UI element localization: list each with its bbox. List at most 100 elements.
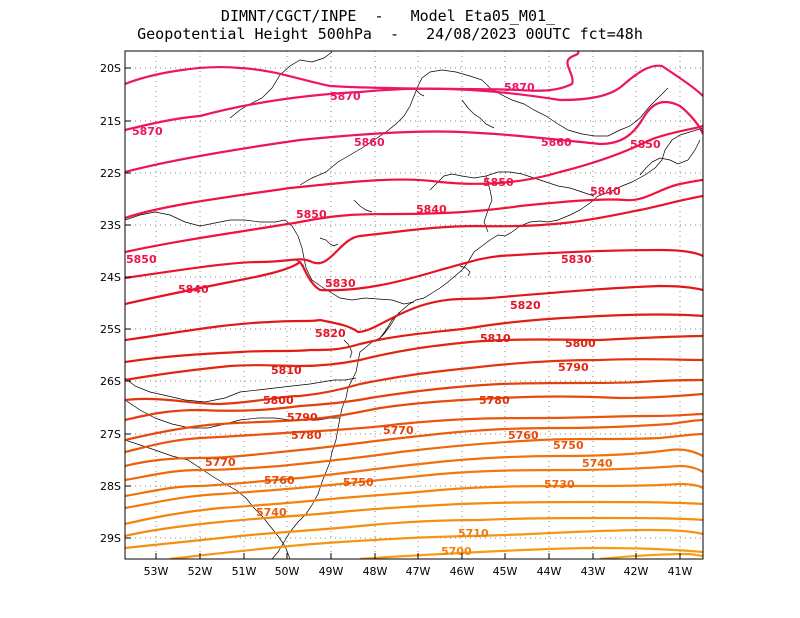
- axis-ticks: [125, 67, 681, 559]
- contour-label: 5810: [271, 364, 302, 377]
- contour-label: 5760: [264, 474, 295, 487]
- contour-label: 5860: [541, 136, 572, 149]
- lat-label: 26S: [100, 375, 121, 388]
- contour-label: 5800: [263, 394, 294, 407]
- lat-label: 21S: [100, 115, 121, 128]
- coastline: [271, 127, 703, 559]
- lat-label: 23S: [100, 219, 121, 232]
- contour-5820: [125, 248, 703, 306]
- lon-label: 41W: [668, 565, 693, 578]
- contour-5660: [359, 546, 703, 559]
- contour-label: 5850: [296, 208, 327, 221]
- contour-5720: [125, 448, 703, 498]
- lon-label: 49W: [319, 565, 344, 578]
- contour-label: 5760: [508, 429, 539, 442]
- contour-5860: [125, 100, 703, 174]
- contour-label: 5840: [416, 203, 447, 216]
- lagoon: [343, 339, 353, 359]
- lon-label: 42W: [624, 565, 649, 578]
- lon-label: 52W: [188, 565, 213, 578]
- contour-label: 5740: [256, 506, 287, 519]
- lon-label: 47W: [406, 565, 431, 578]
- contour-label: 5830: [561, 253, 592, 266]
- contour-label: 5860: [354, 136, 385, 149]
- contour-5740: [125, 418, 703, 468]
- contour-label: 5850: [630, 138, 661, 151]
- contour-5700: [125, 482, 703, 526]
- lon-label: 53W: [144, 565, 169, 578]
- contour-labels: 5870 5870 5870 5860 5860 5850 5850 5850 …: [126, 81, 661, 558]
- river: [319, 237, 339, 247]
- contour-label: 5800: [565, 337, 596, 350]
- map-frame: [124, 50, 704, 560]
- state-border: [299, 69, 669, 186]
- latitude-labels: 20S 21S 22S 23S 24S 25S 26S 27S 28S 29S: [100, 62, 121, 545]
- contour-label: 5750: [553, 439, 584, 452]
- contour-label: 5700: [441, 545, 472, 558]
- state-border: [125, 439, 291, 559]
- state-border: [639, 139, 701, 176]
- contour-label: 5820: [510, 299, 541, 312]
- contour-5790: [125, 334, 703, 382]
- river: [461, 99, 495, 129]
- state-border: [125, 211, 415, 305]
- contour-label: 5850: [483, 176, 514, 189]
- lat-label: 25S: [100, 323, 121, 336]
- contour-label: 5710: [458, 527, 489, 540]
- contour-label: 5820: [315, 327, 346, 340]
- river: [415, 89, 425, 97]
- contour-label: 5770: [383, 424, 414, 437]
- lat-label: 27S: [100, 428, 121, 441]
- lon-label: 46W: [450, 565, 475, 578]
- contour-5760: [125, 392, 703, 442]
- contour-5680: [125, 516, 703, 550]
- contour-label: 5870: [330, 90, 361, 103]
- state-border: [229, 51, 333, 119]
- lat-label: 28S: [100, 480, 121, 493]
- contour-label: 5870: [504, 81, 535, 94]
- state-border: [125, 399, 340, 429]
- contour-5770: [125, 378, 703, 422]
- contour-5810: [125, 284, 703, 342]
- lon-label: 48W: [363, 565, 388, 578]
- state-border: [483, 175, 493, 233]
- contour-5850: [125, 124, 703, 220]
- contour-5710: [125, 464, 703, 510]
- contour-5650: [599, 552, 703, 559]
- contour-label: 5740: [582, 457, 613, 470]
- lon-label: 43W: [581, 565, 606, 578]
- lat-label: 29S: [100, 532, 121, 545]
- contour-label: 5840: [178, 283, 209, 296]
- contour-5670: [169, 528, 703, 559]
- river: [353, 199, 373, 213]
- contour-label: 5770: [205, 456, 236, 469]
- contour-5840: [125, 178, 703, 254]
- longitude-labels: 53W 52W 51W 50W 49W 48W 47W 46W 45W 44W …: [144, 565, 693, 578]
- contour-5800: [125, 313, 703, 364]
- contour-5830: [125, 194, 703, 280]
- contour-label: 5790: [558, 361, 589, 374]
- contour-5690: [125, 500, 703, 538]
- lon-label: 50W: [275, 565, 300, 578]
- contour-5870: [125, 64, 703, 132]
- contour-label: 5830: [325, 277, 356, 290]
- contour-5780: [125, 358, 703, 406]
- lat-label: 24S: [100, 271, 121, 284]
- contour-label: 5780: [479, 394, 510, 407]
- contour-label: 5870: [132, 125, 163, 138]
- contour-5750: [125, 412, 703, 454]
- grid-lines: [125, 51, 703, 559]
- contour-label: 5730: [544, 478, 575, 491]
- lon-label: 51W: [232, 565, 257, 578]
- state-border: [125, 377, 357, 403]
- contour-label: 5750: [343, 476, 374, 489]
- contour-label: 5780: [291, 429, 322, 442]
- lon-label: 44W: [537, 565, 562, 578]
- contour-label: 5850: [126, 253, 157, 266]
- lagoon: [459, 265, 471, 277]
- state-border: [429, 171, 595, 197]
- contour-label: 5840: [590, 185, 621, 198]
- lon-label: 45W: [493, 565, 518, 578]
- contour-label: 5810: [480, 332, 511, 345]
